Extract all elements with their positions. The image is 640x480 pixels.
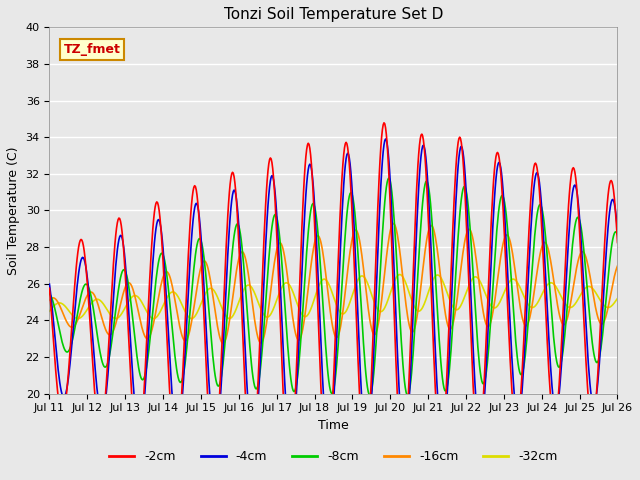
- X-axis label: Time: Time: [318, 419, 349, 432]
- Text: TZ_fmet: TZ_fmet: [63, 43, 120, 56]
- Legend: -2cm, -4cm, -8cm, -16cm, -32cm: -2cm, -4cm, -8cm, -16cm, -32cm: [104, 445, 563, 468]
- Y-axis label: Soil Temperature (C): Soil Temperature (C): [7, 146, 20, 275]
- Title: Tonzi Soil Temperature Set D: Tonzi Soil Temperature Set D: [224, 7, 443, 22]
